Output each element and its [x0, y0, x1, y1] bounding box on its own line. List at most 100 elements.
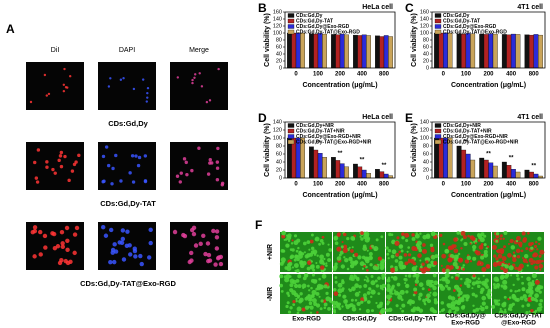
cell — [492, 283, 496, 286]
cell — [417, 253, 422, 258]
cell — [448, 257, 453, 262]
cell — [35, 180, 40, 184]
cell — [453, 248, 459, 254]
cell — [323, 302, 328, 307]
cell — [401, 236, 405, 240]
cell — [297, 284, 302, 289]
cell — [394, 240, 400, 246]
cell — [134, 154, 138, 158]
cell — [483, 249, 488, 254]
x-tick-label: 0 — [442, 72, 446, 78]
bar — [483, 34, 489, 69]
y-axis-title: Cell viability (%) — [264, 13, 271, 67]
cell — [57, 260, 63, 266]
cell — [67, 178, 71, 183]
cell — [102, 179, 106, 183]
cell — [514, 290, 517, 293]
cell — [474, 242, 477, 245]
micrograph — [26, 142, 84, 190]
bar — [501, 34, 507, 69]
cell — [508, 296, 512, 300]
cell — [493, 285, 498, 290]
cell — [132, 248, 138, 254]
cell — [480, 287, 485, 292]
cell — [293, 234, 298, 238]
cell — [471, 281, 476, 286]
cell — [512, 251, 516, 254]
cell — [406, 250, 409, 253]
cell — [323, 306, 327, 310]
cell — [372, 265, 378, 271]
cell — [444, 249, 449, 254]
cell — [405, 238, 409, 243]
cell — [62, 83, 66, 86]
y-tick-label: 100 — [420, 135, 429, 141]
cell — [335, 305, 339, 308]
cell — [463, 241, 468, 247]
bar — [506, 165, 512, 179]
cell — [388, 232, 392, 237]
cell — [139, 261, 144, 267]
cell — [539, 268, 542, 271]
cell — [538, 290, 542, 294]
cell — [306, 266, 311, 271]
panel-label: A — [6, 22, 15, 36]
cell — [485, 285, 489, 289]
cell — [471, 287, 474, 290]
cell — [172, 229, 178, 235]
y-tick-label: 0 — [279, 175, 282, 181]
cell — [500, 284, 504, 288]
cell — [295, 249, 299, 253]
cell — [484, 305, 489, 310]
cell — [356, 277, 360, 282]
cell — [117, 240, 122, 245]
cell — [528, 242, 533, 247]
cell — [528, 310, 531, 313]
cell — [361, 255, 366, 260]
cell — [462, 267, 465, 271]
bar — [300, 32, 305, 69]
cell — [291, 248, 295, 252]
cell — [215, 256, 221, 261]
cell — [433, 261, 438, 266]
cell — [298, 250, 302, 254]
cell — [32, 254, 37, 259]
cell — [53, 171, 57, 175]
cell — [447, 245, 453, 251]
y-tick-label: 20 — [276, 167, 282, 173]
cell — [411, 233, 415, 237]
cell — [285, 234, 289, 237]
cell — [292, 279, 297, 285]
cell — [534, 240, 538, 244]
cell — [530, 296, 535, 302]
cell — [341, 305, 344, 308]
bar — [388, 36, 393, 69]
x-tick-label: 100 — [313, 182, 324, 188]
cell — [302, 286, 305, 290]
cell — [380, 235, 384, 239]
cell — [430, 254, 436, 260]
cell — [531, 279, 535, 283]
cell — [516, 277, 520, 281]
cell — [380, 307, 386, 314]
cell — [125, 229, 130, 234]
cell — [377, 276, 381, 280]
cell — [538, 302, 542, 307]
cell — [492, 262, 498, 268]
cell — [429, 291, 432, 294]
cell — [452, 289, 456, 292]
bar — [492, 165, 498, 179]
significance: ** — [486, 152, 491, 158]
cell — [337, 282, 343, 288]
row-label: +NIR — [267, 244, 274, 260]
bar — [443, 32, 448, 69]
cell — [124, 243, 130, 249]
cell — [386, 284, 391, 289]
panel-label: F — [255, 218, 262, 232]
cell — [386, 300, 391, 304]
bar — [533, 34, 539, 69]
cell — [432, 273, 437, 278]
row-caption: CDs:Gd,Dy-TAT@Exo-RGD — [80, 279, 176, 288]
cell — [387, 296, 391, 301]
cell — [131, 180, 136, 184]
